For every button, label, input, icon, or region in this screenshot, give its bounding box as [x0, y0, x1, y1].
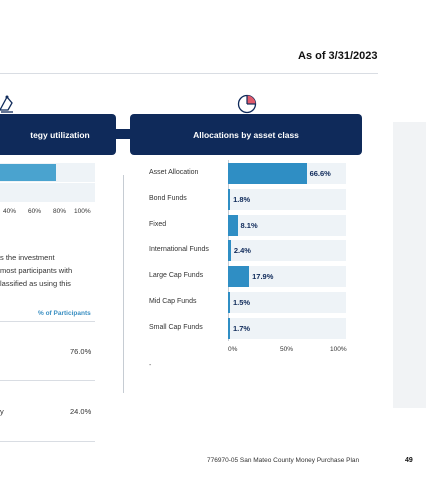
left-bar-row-2	[0, 183, 95, 202]
strategy-icon	[0, 95, 13, 113]
table-divider	[0, 321, 95, 322]
bar-value-label: 2.4%	[233, 246, 251, 256]
x-tick-label: 0%	[228, 346, 238, 353]
category-label: Large Cap Funds	[149, 272, 204, 280]
bar-row-background	[228, 240, 346, 262]
bar	[228, 317, 230, 339]
paragraph-line: most participants with	[0, 266, 73, 275]
left-tick: 100%	[74, 208, 91, 215]
strategy-utilization-title: tegy utilization	[30, 129, 90, 140]
bar-row-background	[228, 292, 346, 313]
paragraph-line: lassified as using this	[0, 279, 71, 288]
table-row-value: 24.0%	[70, 407, 92, 416]
x-tick-label: 100%	[330, 346, 347, 353]
bar	[228, 214, 238, 236]
category-label: Small Cap Funds	[149, 323, 203, 331]
header-connector	[114, 129, 134, 139]
left-tick: 60%	[28, 208, 42, 215]
allocations-header: Allocations by asset class	[130, 114, 362, 155]
bar-value-label: 66.6%	[309, 169, 331, 178]
top-divider	[0, 73, 378, 74]
bar-value-label: 17.9%	[252, 272, 274, 282]
paragraph-line: s the investment	[0, 253, 55, 262]
strategy-utilization-header: tegy utilization	[0, 114, 116, 155]
side-panel	[393, 122, 426, 408]
category-label: International Funds	[149, 246, 209, 254]
footer-text: 776970-05 San Mateo County Money Purchas…	[207, 457, 360, 464]
category-label: Bond Funds	[149, 194, 187, 202]
left-bar	[0, 164, 56, 181]
table-row-label: y	[0, 407, 4, 416]
chart-footnote: -	[149, 362, 152, 369]
category-label: Mid Cap Funds	[149, 298, 197, 305]
bar-value-label: 1.7%	[233, 323, 251, 333]
x-tick-label: 50%	[280, 346, 294, 353]
bar	[228, 163, 307, 184]
section-divider	[123, 175, 124, 393]
table-divider	[0, 441, 95, 442]
bar-row-background	[228, 266, 346, 288]
bar	[228, 292, 230, 313]
pie-chart-icon	[237, 94, 257, 114]
left-tick: 80%	[53, 208, 67, 215]
table-divider	[0, 380, 95, 381]
allocations-title: Allocations by asset class	[193, 129, 299, 140]
left-tick: 40%	[3, 208, 17, 215]
table-row-value: 76.0%	[70, 347, 92, 356]
bar-row-background	[228, 188, 346, 210]
category-label: Fixed	[149, 220, 167, 228]
participants-column-header: % of Participants	[38, 310, 91, 317]
category-label: Asset Allocation	[149, 169, 199, 176]
page-number: 49	[405, 457, 413, 464]
bar-row-background	[228, 317, 346, 339]
bar	[228, 188, 231, 210]
as-of-date: As of 3/31/2023	[298, 50, 378, 62]
bar-value-label: 8.1%	[240, 220, 258, 230]
bar-value-label: 1.8%	[233, 194, 251, 204]
bar	[228, 240, 231, 262]
bar	[228, 266, 250, 288]
bar-value-label: 1.5%	[233, 298, 251, 307]
left-paragraph: s the investment most participants with …	[0, 251, 118, 290]
bar-row-background	[228, 214, 346, 236]
